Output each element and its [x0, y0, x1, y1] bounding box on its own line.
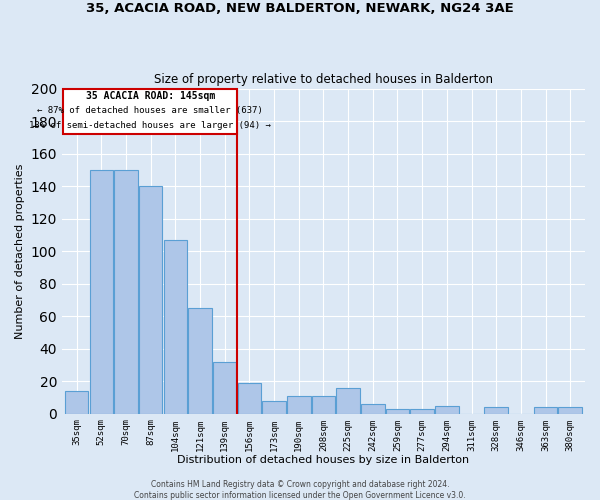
Bar [65, 391, 88, 413]
Bar [213, 362, 236, 414]
Text: 35, ACACIA ROAD, NEW BALDERTON, NEWARK, NG24 3AE: 35, ACACIA ROAD, NEW BALDERTON, NEWARK, … [86, 2, 514, 16]
Bar [337, 388, 360, 413]
Bar [435, 406, 458, 413]
Bar [410, 409, 434, 414]
Text: ← 87% of detached houses are smaller (637): ← 87% of detached houses are smaller (63… [37, 106, 263, 115]
Bar [287, 396, 311, 413]
Bar [139, 186, 163, 414]
Text: 35 ACACIA ROAD: 145sqm: 35 ACACIA ROAD: 145sqm [86, 91, 215, 101]
Y-axis label: Number of detached properties: Number of detached properties [15, 164, 25, 339]
Bar [559, 407, 582, 414]
Bar [238, 383, 261, 414]
Title: Size of property relative to detached houses in Balderton: Size of property relative to detached ho… [154, 73, 493, 86]
FancyBboxPatch shape [63, 88, 237, 134]
X-axis label: Distribution of detached houses by size in Balderton: Distribution of detached houses by size … [178, 455, 470, 465]
Bar [164, 240, 187, 414]
Bar [262, 400, 286, 413]
Bar [188, 308, 212, 414]
Bar [89, 170, 113, 414]
Bar [312, 396, 335, 413]
Text: 13% of semi-detached houses are larger (94) →: 13% of semi-detached houses are larger (… [29, 120, 271, 130]
Bar [361, 404, 385, 413]
Bar [115, 170, 138, 414]
Bar [484, 407, 508, 414]
Bar [386, 409, 409, 414]
Bar [534, 407, 557, 414]
Text: Contains HM Land Registry data © Crown copyright and database right 2024.
Contai: Contains HM Land Registry data © Crown c… [134, 480, 466, 500]
